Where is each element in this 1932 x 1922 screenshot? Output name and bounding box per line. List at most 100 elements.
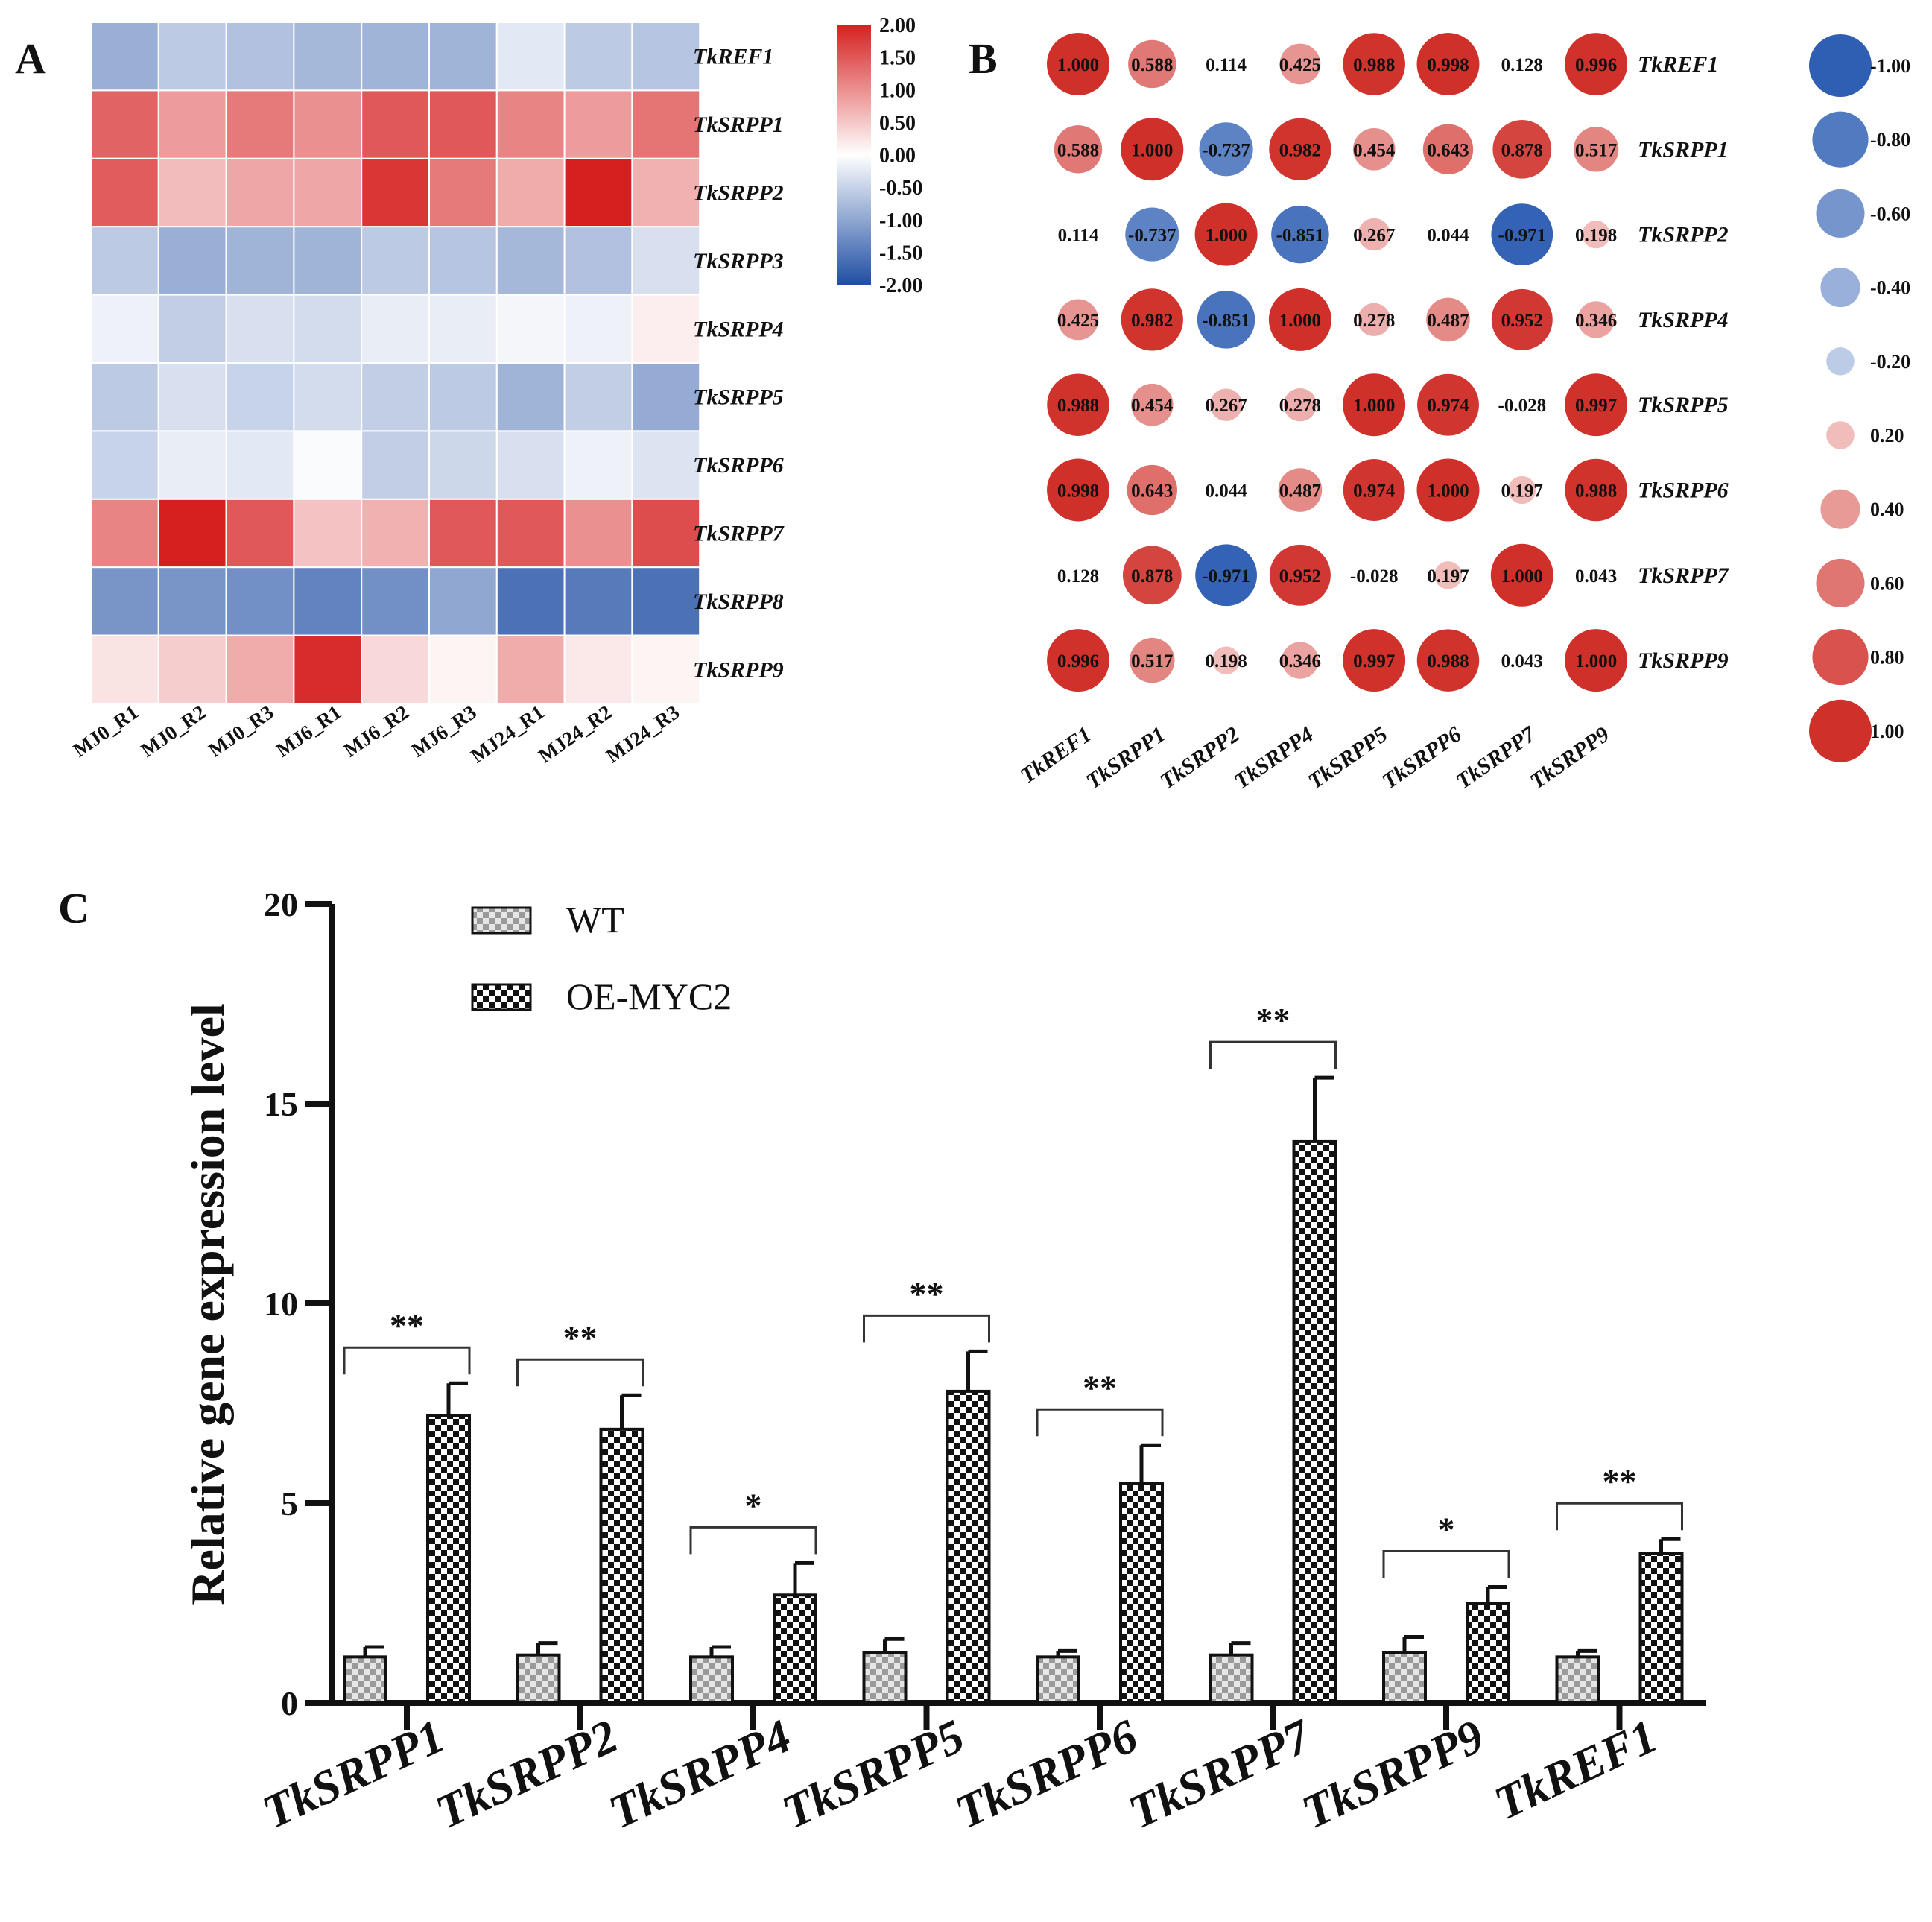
heatmap-row-label: TkSRPP7: [693, 522, 785, 546]
correlation-circle: [1343, 373, 1406, 437]
correlation-value: 0.114: [1058, 226, 1099, 246]
correlation-value: 0.044: [1427, 226, 1469, 246]
legend-circle-label: 1.00: [1870, 721, 1904, 742]
bar-oe-myc2: [599, 1427, 644, 1704]
heatmap-cell: [90, 22, 159, 92]
heatmap-cell: [495, 294, 566, 364]
heatmap-cell: [225, 362, 295, 432]
correlation-circle: [1047, 373, 1109, 436]
y-tick-label: 10: [264, 1285, 298, 1323]
legend-circle: [1820, 268, 1860, 308]
correlation-column-label: TkSRPP5: [1304, 722, 1393, 794]
legend-circle: [1820, 489, 1860, 529]
correlation-value: 0.996: [1575, 55, 1617, 75]
heatmap-cell: [428, 157, 498, 228]
significance-bracket: [516, 1358, 644, 1387]
correlation-value: 0.425: [1057, 311, 1099, 331]
heatmap-cell: [90, 566, 159, 636]
heatmap-cell: [157, 22, 227, 92]
bar-chart-axes: 0 5 10 15 20 Relative gene expression level: [181, 885, 1706, 1722]
correlation-matrix: 1.000 0.588 0.114 0.425 0.988 0.998 0.128 0.996…: [1016, 33, 1910, 794]
heatmap-cell: [428, 430, 498, 500]
colorbar-tick-label: -1.00: [879, 209, 922, 233]
correlation-value: 1.000: [1205, 226, 1247, 246]
heatmap-cell: [361, 634, 431, 704]
x-category-label: TkSRPP1: [255, 1709, 452, 1839]
correlation-row-label: TkSRPP1: [1638, 137, 1729, 162]
significance-marker: **: [1083, 1368, 1117, 1406]
correlation-circle: [1057, 299, 1099, 341]
correlation-circle: [1426, 297, 1470, 342]
heatmap-cell: [631, 634, 701, 704]
heatmap-cell: [157, 498, 227, 569]
correlation-circle: [1565, 373, 1628, 437]
correlation-circle: [1269, 118, 1331, 180]
correlation-value: 0.267: [1205, 396, 1247, 416]
heatmap-column-label: MJ0_R2: [136, 701, 209, 761]
correlation-value: 1.000: [1131, 140, 1173, 160]
heatmap-cell: [90, 157, 159, 228]
bar-oe-myc2: [773, 1593, 817, 1705]
significance-bracket: [1209, 1040, 1337, 1069]
correlation-value: 0.982: [1279, 140, 1321, 160]
colorbar-tick-label: -0.50: [879, 177, 922, 200]
x-category-label: TkREF1: [1486, 1709, 1665, 1830]
heatmap-column-label: MJ24_R3: [602, 701, 683, 767]
heatmap-cells: [90, 22, 701, 704]
heatmap-cell: [361, 294, 431, 364]
heatmap-cell: [563, 89, 633, 159]
correlation-circle: [1199, 122, 1253, 177]
heatmap-column-label: MJ6_R1: [272, 701, 345, 761]
y-tick-label: 15: [264, 1085, 298, 1123]
correlation-circle: [1047, 629, 1109, 692]
correlation-column-label: TkSRPP1: [1082, 722, 1171, 794]
heatmap-cell: [90, 362, 159, 432]
heatmap-cell: [90, 498, 159, 569]
heatmap-cell: [631, 157, 701, 228]
heatmap-cell: [293, 22, 363, 92]
correlation-value: 0.267: [1353, 226, 1395, 246]
colorbar-tick-label: 1.00: [879, 79, 916, 102]
correlation-circle: [1131, 383, 1174, 426]
correlation-value: -0.971: [1498, 226, 1547, 246]
heatmap-cell: [631, 566, 701, 636]
correlation-column-labels: TkREF1TkSRPP1TkSRPP2TkSRPP4TkSRPP5TkSRPP…: [1016, 721, 1614, 794]
correlation-circle: [1565, 458, 1627, 522]
legend-circle-label: -0.40: [1870, 277, 1910, 299]
correlation-value: 1.000: [1575, 651, 1617, 671]
bar-oe-myc2: [1292, 1139, 1337, 1705]
significance-bracket: [1382, 1550, 1510, 1578]
correlation-value: 0.988: [1057, 396, 1099, 416]
heatmap-cell: [90, 226, 159, 296]
heatmap-cell: [90, 430, 159, 500]
correlation-circle: [1343, 629, 1406, 692]
heatmap-cell: [631, 89, 701, 159]
heatmap-cell: [157, 634, 227, 704]
legend-circle-label: -0.80: [1870, 129, 1910, 151]
x-category-label: TkSRPP9: [1294, 1709, 1492, 1839]
heatmap-cell: [631, 498, 701, 569]
heatmap-cell: [361, 362, 431, 432]
bar-wt: [862, 1651, 908, 1704]
correlation-row-label: TkSRPP6: [1638, 478, 1729, 503]
bar-wt: [1555, 1655, 1600, 1705]
legend-circle: [1809, 34, 1872, 97]
correlation-circle: [1209, 388, 1243, 421]
correlation-value: 0.197: [1501, 481, 1543, 502]
heatmap-cell: [293, 157, 363, 228]
correlation-circle: [1278, 468, 1323, 512]
correlation-circle: [1565, 629, 1628, 692]
heatmap-cell: [293, 362, 363, 432]
correlation-value: 0.128: [1057, 566, 1099, 587]
correlation-circle: [1283, 388, 1317, 422]
correlation-value: 0.517: [1131, 651, 1173, 671]
heatmap-column-label: MJ24_R2: [534, 701, 615, 767]
correlation-value: 0.278: [1353, 311, 1395, 331]
heatmap-cell: [563, 362, 633, 432]
correlation-value: 0.982: [1131, 311, 1173, 331]
correlation-value: 0.346: [1575, 311, 1617, 331]
colorbar-tick-label: 2.00: [879, 14, 916, 37]
correlation-value: 0.197: [1427, 566, 1469, 587]
correlation-value: 0.997: [1575, 396, 1617, 416]
